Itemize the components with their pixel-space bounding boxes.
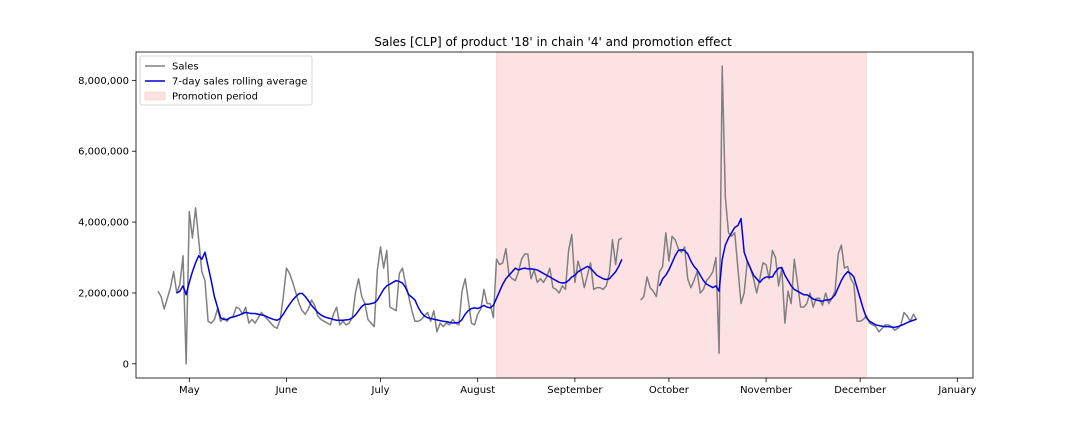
y-axis: 0 2,000,000 4,000,000 6,000,000 8,000,000: [78, 76, 136, 370]
promotion-band-layer: [496, 51, 867, 379]
x-tick-label: January: [937, 385, 976, 396]
legend-label: 7-day sales rolling average: [172, 77, 307, 88]
y-tick-label: 4,000,000: [78, 218, 129, 229]
series-line-segment: [176, 251, 623, 324]
x-tick-label: August: [460, 385, 495, 396]
y-tick-label: 6,000,000: [78, 147, 129, 158]
legend: Sales 7-day sales rolling average Promotio…: [139, 55, 313, 106]
legend-swatch: [144, 91, 166, 101]
series-sales: [157, 65, 918, 365]
series-rolling-average: [176, 217, 917, 329]
series-line-segment: [658, 217, 917, 329]
x-tick-label: December: [834, 385, 887, 396]
x-tick-label: September: [547, 385, 603, 396]
x-tick-label: June: [275, 385, 298, 396]
y-tick-label: 2,000,000: [78, 288, 129, 299]
legend-label: Promotion period: [172, 92, 258, 103]
series-line-segment: [640, 65, 918, 354]
promotion-period-band: [496, 51, 867, 379]
legend-label: Sales: [172, 62, 199, 73]
series-line-segment: [157, 207, 623, 365]
x-axis: May June July August September October Novembe…: [179, 378, 976, 396]
y-tick-label: 8,000,000: [78, 76, 129, 87]
x-tick-label: November: [740, 385, 793, 396]
x-tick-label: May: [179, 385, 200, 396]
legend-entry-promotion-period: Promotion period: [144, 91, 258, 103]
legend-entry-sales: Sales: [145, 62, 199, 73]
legend-box: [139, 55, 313, 106]
x-tick-label: October: [649, 385, 690, 396]
series-layer: [157, 65, 918, 365]
chart-title: Sales [CLP] of product '18' in chain '4'…: [374, 35, 732, 49]
plot-frame: [135, 51, 974, 379]
x-tick-label: July: [371, 385, 390, 396]
legend-entry-rolling-average: 7-day sales rolling average: [145, 77, 307, 88]
y-tick-label: 0: [123, 359, 129, 370]
